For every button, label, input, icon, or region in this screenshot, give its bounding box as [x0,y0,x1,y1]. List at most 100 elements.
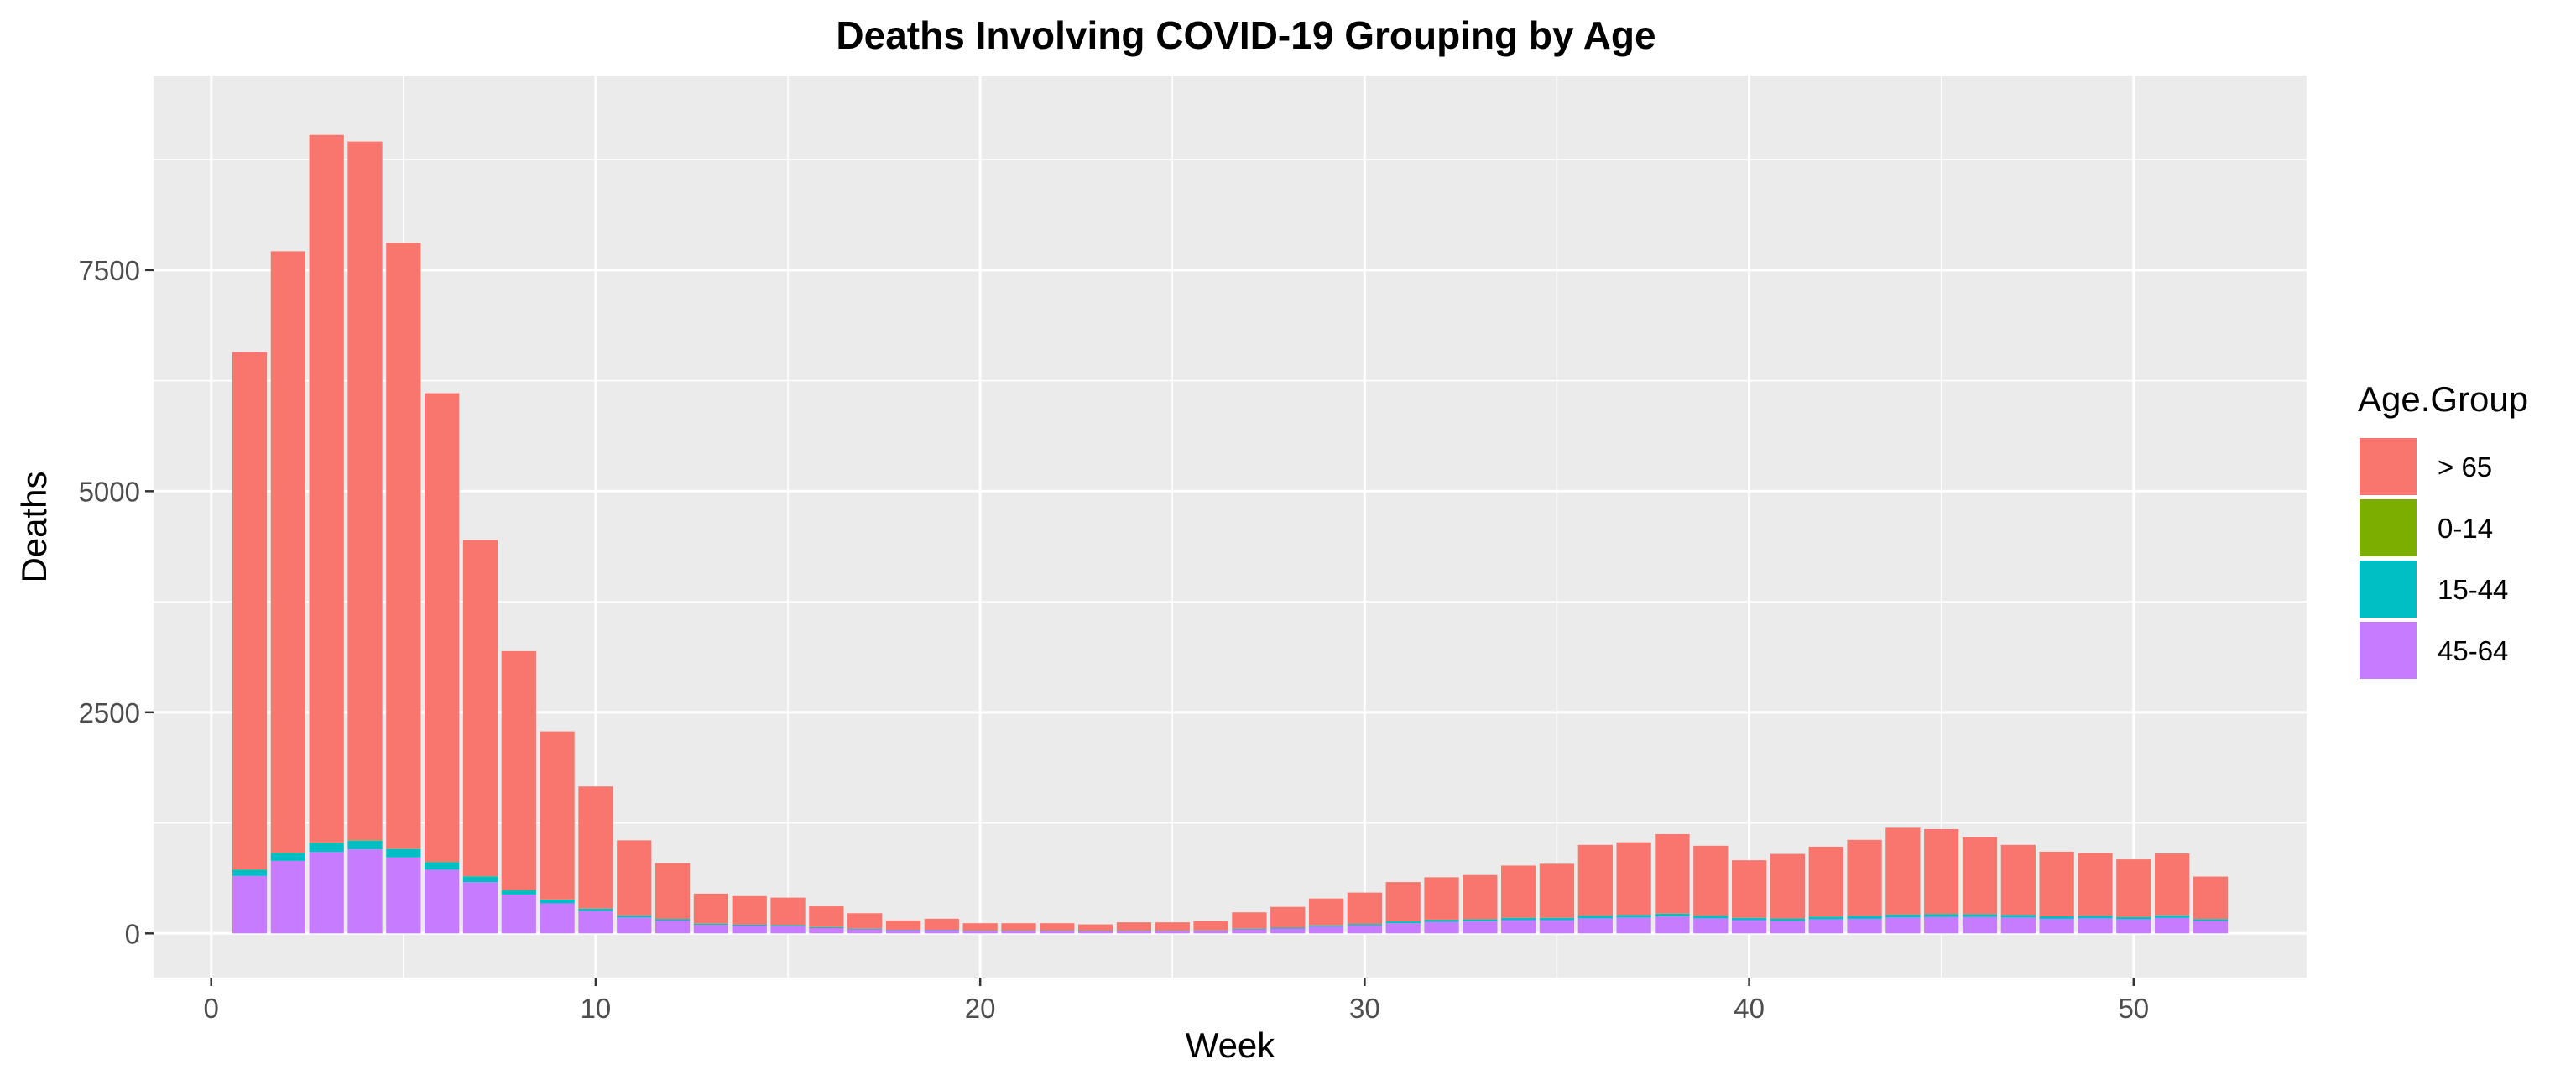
bar-segment [2155,853,2190,916]
bar-segment [847,929,883,934]
bar-segment [1962,837,1998,915]
bar-segment [617,840,652,916]
bar-segment [732,924,767,926]
bar-segment [2193,876,2229,920]
bar-segment [693,925,729,934]
bar-segment [2193,921,2229,934]
bar-segment [1655,916,1690,934]
bar-segment [347,849,383,934]
bar-segment [1577,918,1613,934]
bar-segment [270,860,305,934]
legend-label: > 65 [2438,451,2492,483]
bar-segment [1577,844,1613,916]
legend-title: Age.Group [2358,379,2528,419]
bar-segment [1001,923,1036,931]
bar-segment [2155,915,2190,918]
bar-segment [1385,882,1421,921]
bar-segment [1501,865,1536,918]
bar-segment [1539,917,1575,921]
bar-segment [732,895,767,925]
legend-label: 45-64 [2438,635,2508,666]
bar-segment [962,931,998,934]
bar-segment [309,852,344,934]
bar-segment [809,926,844,928]
bar-segment [1463,921,1498,934]
bar-segment [309,843,344,853]
legend-swatch [2360,499,2417,556]
bar-segment [386,243,421,849]
bar-segment [1924,916,1959,934]
bar-segment [2000,915,2036,918]
bar-segment [847,913,883,929]
bar-segment [1885,914,1921,918]
bar-segment [1193,931,1228,934]
legend-swatch [2360,622,2417,679]
bar-segment [1385,923,1421,934]
bar-segment [578,908,613,911]
bar-segment [1501,917,1536,921]
bar-segment [501,890,536,895]
bar-segment [1924,828,1959,915]
x-axis-title: Week [1186,1025,1276,1065]
bar-segment [1847,918,1882,934]
bar-segment [1924,914,1959,917]
y-tick-label: 7500 [79,255,140,286]
x-tick-label: 10 [581,993,612,1024]
bar-segment [425,862,460,870]
bar-segment [2039,918,2074,934]
bar-segment [617,916,652,918]
bar-segment [2078,853,2113,916]
bar-segment [1347,924,1382,926]
bar-segment [1424,921,1459,934]
bar-segment [1616,915,1651,918]
bar-segment [1155,931,1190,934]
bar-segment [462,876,498,883]
bar-segment [462,882,498,934]
bar-segment [1770,853,1806,919]
bar-segment [654,919,691,921]
bar-segment [770,897,806,926]
bar-segment [2039,916,2074,919]
bar-segment [617,917,652,934]
legend: Age.Group > 65 0-14 15-44 45-64 [2358,379,2528,679]
bar-segment [540,903,575,934]
bar-segment [654,921,691,934]
bar-segment [1040,931,1075,934]
x-tick-label: 40 [1734,993,1765,1024]
bar-segment [693,893,729,924]
bar-segment [770,926,806,934]
bar-segment [1770,918,1806,921]
bar-segment [270,251,305,853]
bar-segment [1808,846,1843,917]
bar-segment [1847,916,1882,919]
chart-title: Deaths Involving COVID-19 Grouping by Ag… [836,13,1656,57]
bar-segment [1962,914,1998,917]
bar-segment [654,863,691,920]
bar-segment [425,393,460,863]
bar-segment [2155,917,2190,934]
bar-segment [1693,845,1729,916]
bar-segment [540,900,575,904]
bar-segment [540,731,575,900]
bar-segment [693,923,729,926]
bar-segment [885,920,921,930]
y-tick-label: 2500 [79,697,140,728]
bar-segment [2193,919,2229,921]
bar-segment [2078,918,2113,934]
bar-segment [1040,923,1075,931]
bar-segment [501,894,536,934]
bar-segment [1577,916,1613,919]
bar-segment [1808,919,1843,934]
bar-segment [1424,920,1459,922]
bar-segment [1463,919,1498,922]
x-axis: 0 10 20 30 40 50 [204,978,2149,1024]
bar-segment [1270,906,1306,928]
bar-segment [1193,921,1228,931]
bar-segment [1232,928,1267,930]
bar-segment [847,928,883,930]
bar-segment [2116,919,2151,934]
bar-segment [1847,839,1882,916]
bar-segment [2116,859,2151,917]
bar-segment [962,923,998,931]
